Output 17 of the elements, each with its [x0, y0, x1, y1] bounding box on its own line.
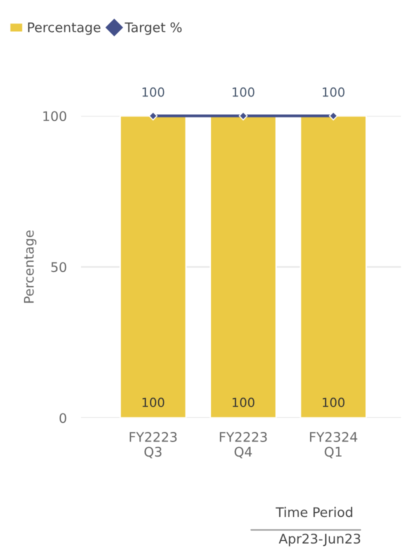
x-tick-label: FY2223 Q4 — [220, 432, 267, 458]
x-tick-label: FY2324 Q1 — [310, 432, 358, 458]
data-label: 100 — [322, 398, 344, 408]
data-label: 100 — [232, 87, 254, 97]
data-label: 100 — [232, 398, 254, 408]
y-axis-title: Percentage — [24, 230, 36, 303]
y-tick-label: 100 — [43, 111, 66, 122]
x-axis-title: Time Period — [276, 506, 352, 518]
legend-label: Target % — [124, 22, 182, 35]
data-label: 100 — [142, 398, 164, 408]
y-tick-label: 0 — [60, 413, 66, 424]
text: Apr23-Jun23 — [278, 534, 360, 546]
data-label: 100 — [142, 87, 164, 97]
y-tick-label: 50 — [51, 262, 66, 272]
legend-label: Percentage — [28, 22, 100, 35]
data-label: 100 — [322, 87, 344, 97]
x-tick-label: FY2223 Q3 — [130, 432, 177, 458]
